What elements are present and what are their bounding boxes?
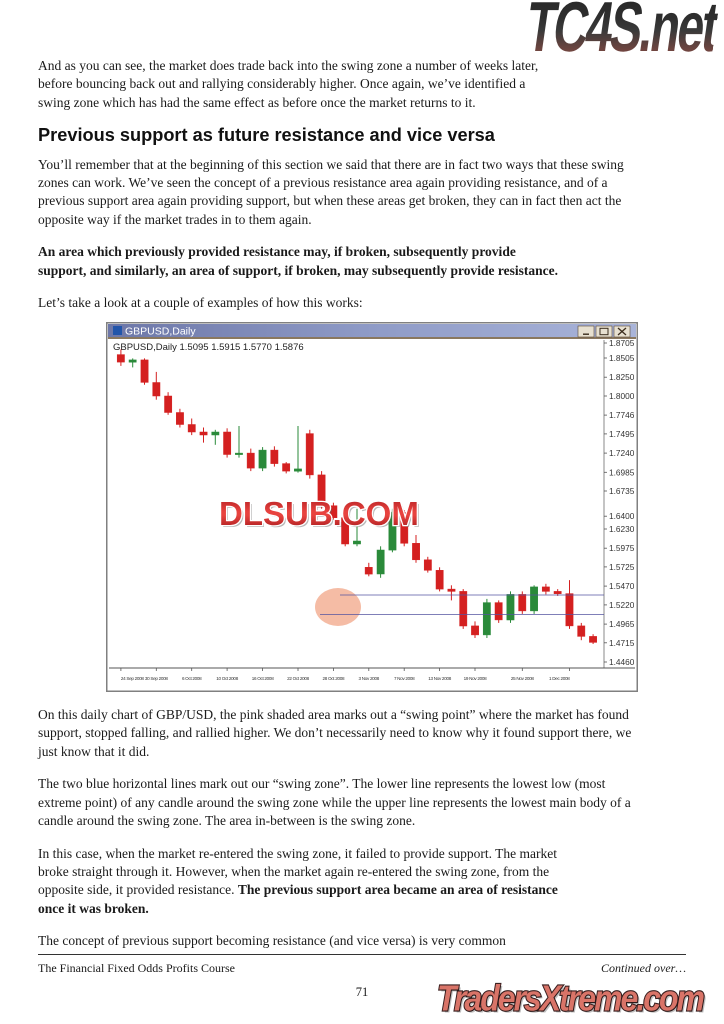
svg-text:1.8505: 1.8505 bbox=[609, 353, 635, 363]
svg-text:1.5975: 1.5975 bbox=[609, 543, 635, 553]
svg-text:1.8000: 1.8000 bbox=[609, 391, 635, 401]
svg-text:DLSUB.COM: DLSUB.COM bbox=[219, 495, 419, 532]
svg-text:1.7746: 1.7746 bbox=[609, 410, 635, 420]
svg-text:1 Dec 2008: 1 Dec 2008 bbox=[549, 676, 570, 681]
svg-text:1.4715: 1.4715 bbox=[609, 638, 635, 648]
svg-text:10 Oct 2008: 10 Oct 2008 bbox=[216, 676, 238, 681]
svg-text:16 Oct 2008: 16 Oct 2008 bbox=[252, 676, 274, 681]
svg-text:1.4965: 1.4965 bbox=[609, 619, 635, 629]
svg-text:1.6230: 1.6230 bbox=[609, 524, 635, 534]
svg-text:1.8250: 1.8250 bbox=[609, 372, 635, 382]
svg-text:28 Oct 2008: 28 Oct 2008 bbox=[323, 676, 345, 681]
svg-text:19 Nov 2008: 19 Nov 2008 bbox=[464, 676, 487, 681]
svg-text:25 Nov 2008: 25 Nov 2008 bbox=[511, 676, 534, 681]
svg-text:1.5220: 1.5220 bbox=[609, 600, 635, 610]
svg-text:1.6400: 1.6400 bbox=[609, 511, 635, 521]
svg-text:1.5725: 1.5725 bbox=[609, 562, 635, 572]
svg-text:1.7240: 1.7240 bbox=[609, 448, 635, 458]
svg-text:1.6985: 1.6985 bbox=[609, 467, 635, 477]
svg-text:1.8705: 1.8705 bbox=[609, 338, 635, 348]
svg-text:24 Sep 2008: 24 Sep 2008 bbox=[121, 676, 145, 681]
svg-text:GBPUSD,Daily: GBPUSD,Daily bbox=[125, 326, 196, 338]
svg-text:1.4460: 1.4460 bbox=[609, 657, 635, 667]
svg-text:30 Sep 2008: 30 Sep 2008 bbox=[145, 676, 169, 681]
svg-text:1.5470: 1.5470 bbox=[609, 581, 635, 591]
svg-text:1.7495: 1.7495 bbox=[609, 429, 635, 439]
svg-text:1.6735: 1.6735 bbox=[609, 486, 635, 496]
svg-text:13 Nov 2008: 13 Nov 2008 bbox=[428, 676, 451, 681]
svg-text:7 Nov 2008: 7 Nov 2008 bbox=[394, 676, 415, 681]
svg-text:GBPUSD,Daily 1.5095 1.5915: GBPUSD,Daily 1.5095 1.5915 1.5770 1.5876 bbox=[113, 342, 304, 353]
svg-text:6 Oct 2008: 6 Oct 2008 bbox=[182, 676, 202, 681]
svg-text:22 Oct 2008: 22 Oct 2008 bbox=[287, 676, 309, 681]
svg-text:3 Nov 2008: 3 Nov 2008 bbox=[359, 676, 380, 681]
